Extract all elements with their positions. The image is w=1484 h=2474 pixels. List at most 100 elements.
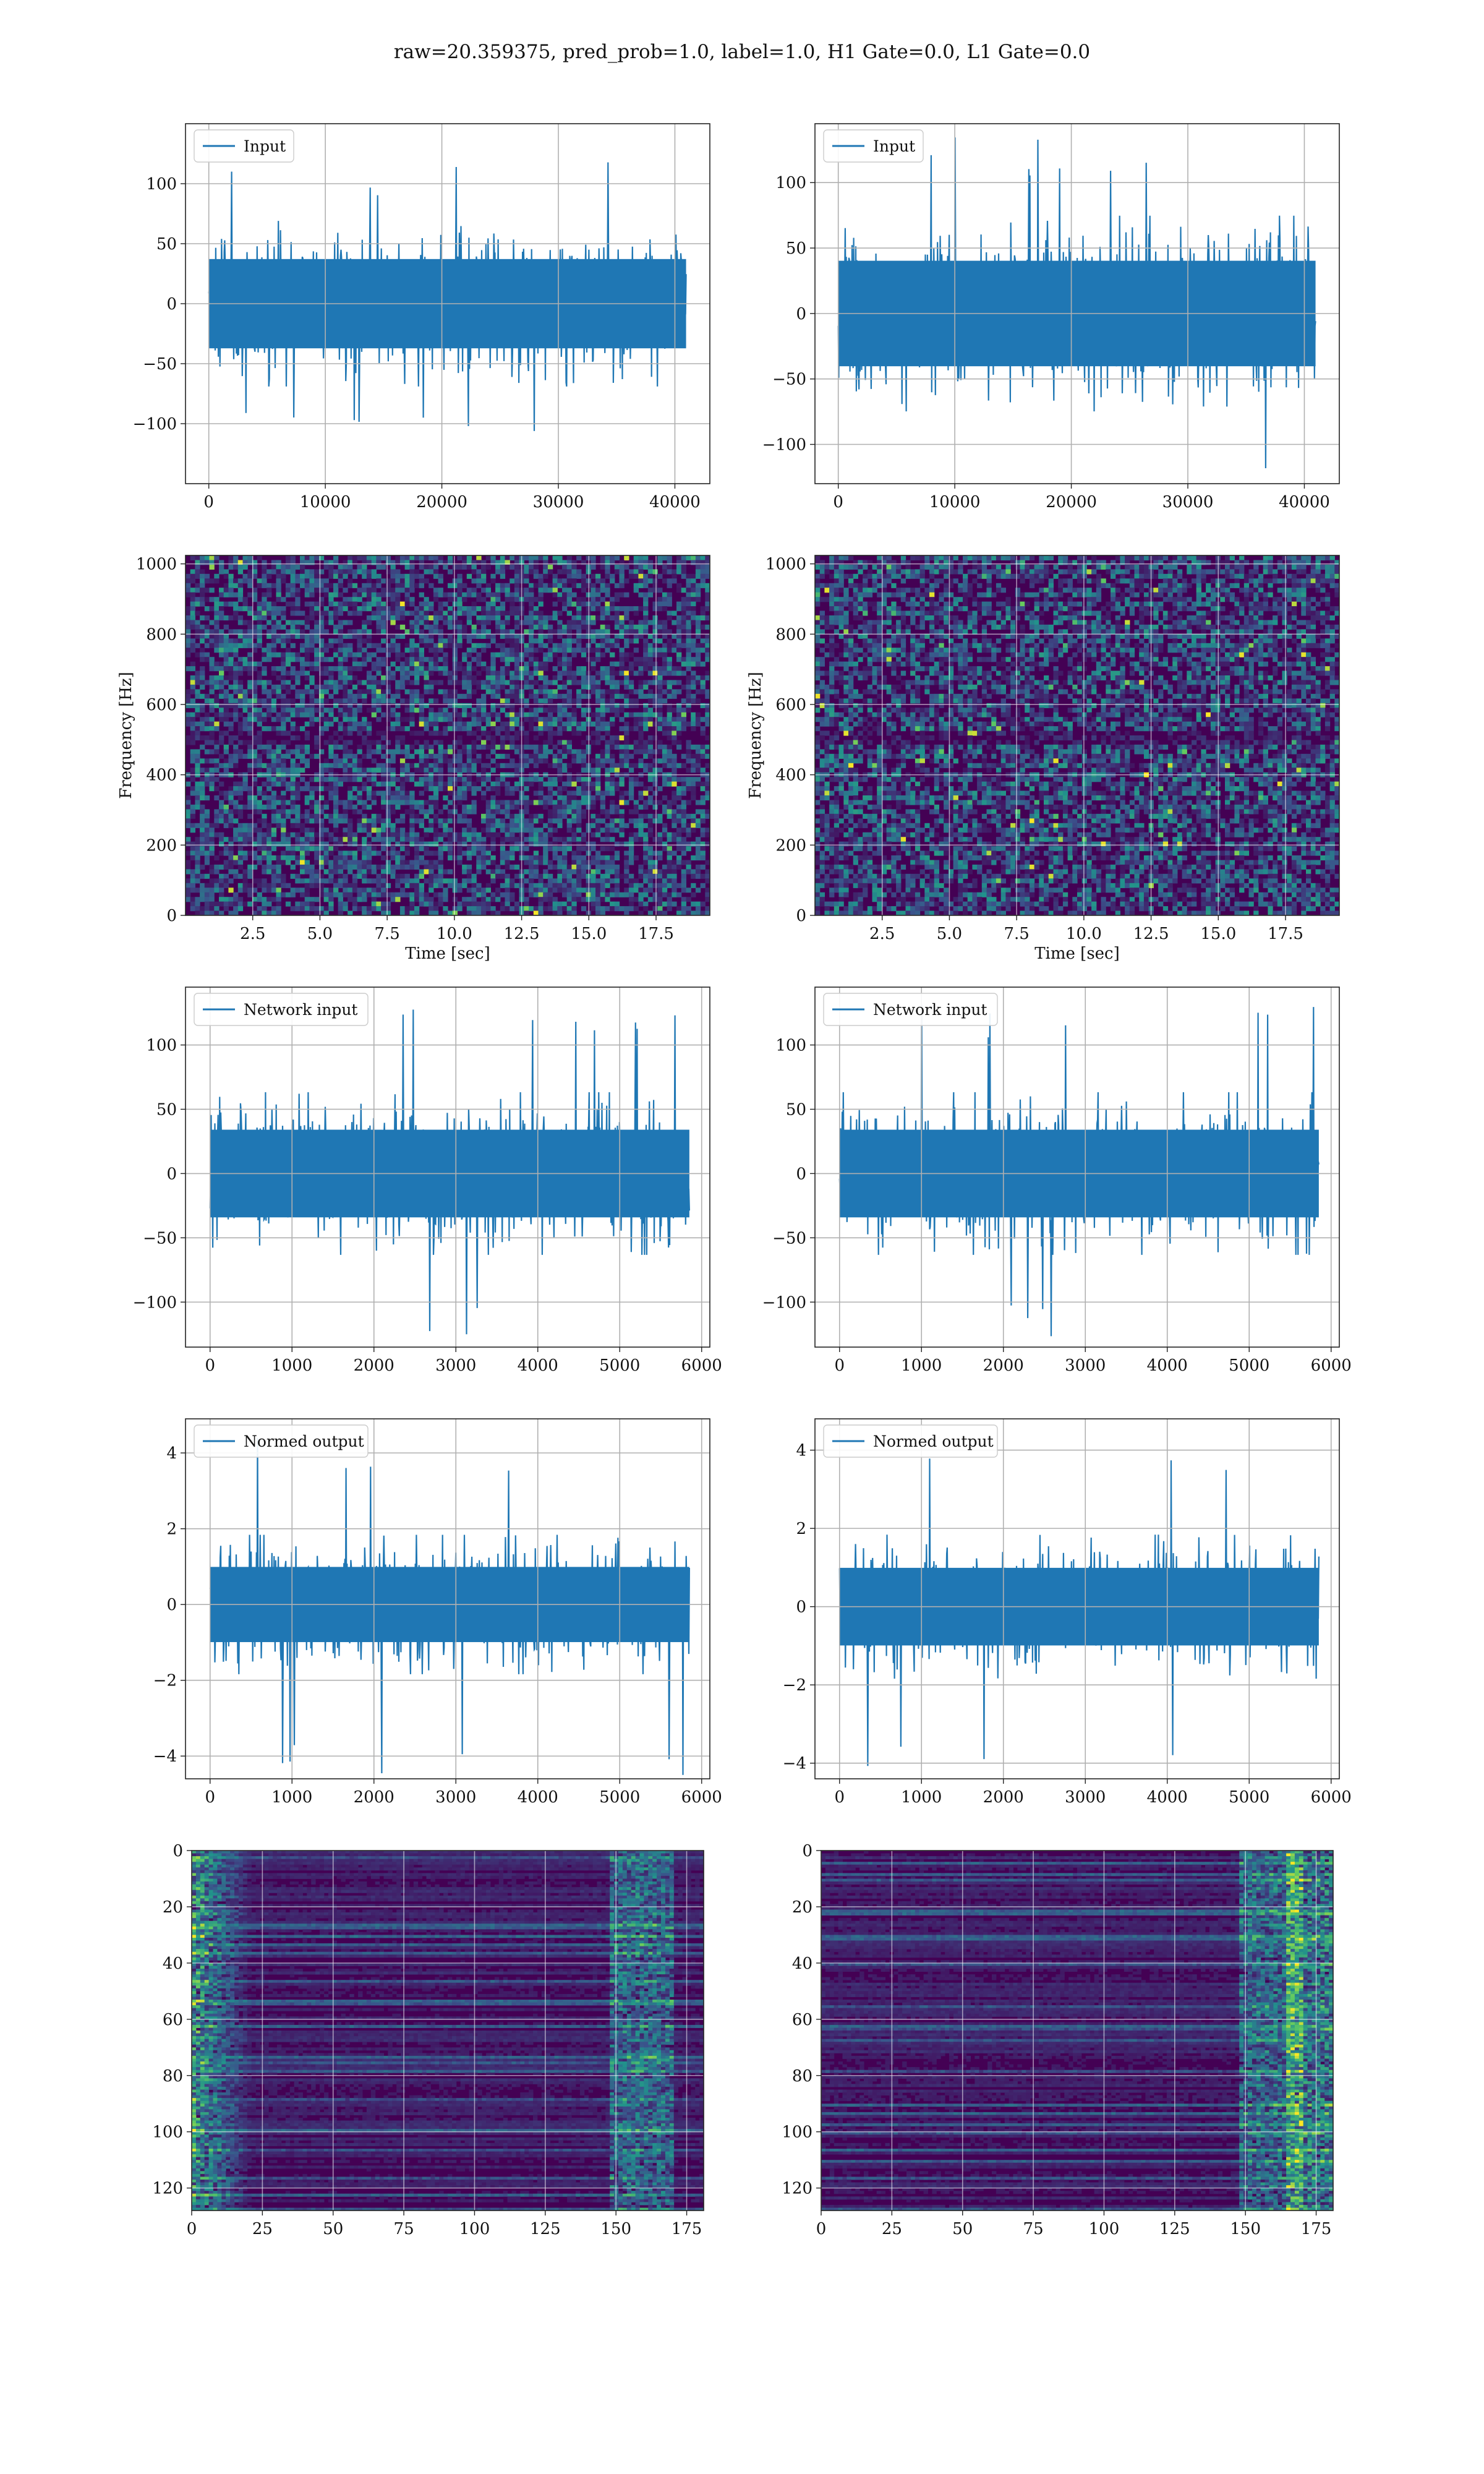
legend-label: Input bbox=[244, 137, 286, 155]
y-tick-label: −4 bbox=[153, 1747, 177, 1766]
x-tick-label: 25 bbox=[252, 2220, 273, 2238]
x-tick-label: 100 bbox=[459, 2220, 490, 2238]
y-tick-label: 2 bbox=[166, 1520, 177, 1539]
x-tick-label: 0 bbox=[187, 2220, 197, 2238]
chart-normed-output-h1: 0 1000 2000 3000 4000 5000 6000 4 2 0 −2 −4 Normed o… bbox=[153, 1418, 722, 1807]
y-axis-label: Frequency [Hz] bbox=[746, 672, 765, 799]
y-tick-label: −50 bbox=[143, 355, 177, 374]
legend: Input bbox=[194, 129, 294, 163]
x-tick-label: 30000 bbox=[1162, 493, 1214, 511]
y-tick-label: 0 bbox=[173, 1842, 183, 1860]
x-tick-label: 10000 bbox=[929, 493, 981, 511]
y-tick-label: 200 bbox=[146, 836, 177, 855]
x-tick-label: 0 bbox=[816, 2220, 827, 2238]
legend: Input bbox=[823, 129, 924, 163]
y-tick-label: 100 bbox=[146, 175, 177, 194]
x-tick-label: 1000 bbox=[901, 1356, 942, 1375]
legend-label: Normed output bbox=[873, 1432, 994, 1450]
x-tick-label: 125 bbox=[530, 2220, 561, 2238]
x-tick-label: 3000 bbox=[1065, 1356, 1106, 1375]
y-tick-label: −50 bbox=[772, 1229, 806, 1248]
x-tick-label: 0 bbox=[203, 493, 214, 511]
y-tick-label: −100 bbox=[762, 436, 806, 455]
x-tick-label: 3000 bbox=[435, 1788, 476, 1807]
grid-lines bbox=[186, 555, 710, 916]
plot-frame bbox=[191, 1850, 704, 2211]
y-tick-label: 0 bbox=[796, 1598, 806, 1617]
x-tick-label: 5000 bbox=[599, 1788, 640, 1807]
figure-title: raw=20.359375, pred_prob=1.0, label=1.0,… bbox=[0, 41, 1484, 63]
y-tick-label: 0 bbox=[802, 1842, 812, 1860]
x-tick-label: 12.5 bbox=[504, 925, 540, 943]
x-tick-label: 10000 bbox=[300, 493, 351, 511]
x-tick-label: 17.5 bbox=[1268, 925, 1303, 943]
legend-label: Input bbox=[873, 137, 915, 155]
x-tick-label: 75 bbox=[394, 2220, 414, 2238]
legend: Normed output bbox=[194, 1424, 369, 1458]
x-tick-label: 2000 bbox=[983, 1356, 1024, 1375]
y-tick-label: 0 bbox=[796, 907, 806, 925]
x-tick-label: 5000 bbox=[1229, 1788, 1269, 1807]
x-tick-label: 1000 bbox=[901, 1788, 942, 1807]
x-tick-label: 175 bbox=[672, 2220, 702, 2238]
x-tick-label: 0 bbox=[834, 1788, 845, 1807]
y-tick-label: 400 bbox=[146, 766, 177, 785]
y-tick-label: 60 bbox=[792, 2011, 812, 2029]
x-tick-label: 100 bbox=[1089, 2220, 1120, 2238]
y-tick-label: 400 bbox=[775, 766, 806, 785]
x-tick-label: 2.5 bbox=[240, 925, 265, 943]
x-tick-label: 4000 bbox=[1147, 1788, 1188, 1807]
x-tick-label: 125 bbox=[1159, 2220, 1190, 2238]
y-tick-label: 80 bbox=[792, 2067, 812, 2086]
x-tick-label: 5000 bbox=[1229, 1356, 1269, 1375]
plot-frame bbox=[185, 987, 710, 1348]
y-tick-label: 50 bbox=[156, 1100, 177, 1119]
grid-lines bbox=[186, 987, 710, 1347]
y-tick-label: −50 bbox=[772, 370, 806, 389]
x-tick-label: 6000 bbox=[681, 1356, 722, 1375]
y-tick-label: 1000 bbox=[765, 555, 806, 574]
y-tick-label: 0 bbox=[166, 295, 177, 314]
spectrogram-cells bbox=[186, 555, 710, 915]
plot-frame bbox=[821, 1850, 1334, 2211]
x-tick-label: 5.0 bbox=[937, 925, 962, 943]
y-tick-label: 1000 bbox=[136, 555, 177, 574]
y-tick-label: 4 bbox=[796, 1442, 806, 1460]
y-tick-label: −2 bbox=[783, 1676, 806, 1695]
x-tick-label: 0 bbox=[834, 1356, 845, 1375]
x-tick-label: 30000 bbox=[533, 493, 584, 511]
y-tick-label: 800 bbox=[146, 625, 177, 644]
x-tick-label: 15.0 bbox=[571, 925, 607, 943]
y-tick-label: −100 bbox=[133, 415, 177, 434]
y-tick-label: 100 bbox=[146, 1037, 177, 1055]
x-tick-label: 2000 bbox=[354, 1356, 394, 1375]
plot-frame bbox=[185, 555, 710, 916]
y-tick-label: 80 bbox=[163, 2067, 183, 2086]
y-tick-label: 50 bbox=[786, 239, 806, 258]
plot-frame bbox=[814, 555, 1340, 916]
chart-feature-map-l1: 0 25 50 75 100 125 150 175 0 20 40 60 80 100 120 bbox=[782, 1842, 1334, 2238]
x-tick-label: 2000 bbox=[354, 1788, 394, 1807]
y-tick-label: 0 bbox=[166, 1596, 177, 1614]
y-tick-label: 100 bbox=[775, 1037, 806, 1055]
x-tick-label: 40000 bbox=[1279, 493, 1330, 511]
spectrogram-cells bbox=[815, 555, 1339, 915]
chart-input-h1: 0 10000 20000 30000 40000 100 50 0 −50 −100 Input bbox=[133, 123, 710, 511]
y-tick-label: 50 bbox=[786, 1100, 806, 1119]
y-tick-label: 800 bbox=[775, 625, 806, 644]
y-tick-label: 0 bbox=[166, 907, 177, 925]
x-tick-label: 2.5 bbox=[869, 925, 895, 943]
plot-frame bbox=[814, 987, 1340, 1348]
grid-lines bbox=[186, 124, 710, 484]
x-tick-label: 3000 bbox=[1065, 1788, 1106, 1807]
y-tick-label: 600 bbox=[775, 696, 806, 714]
grid-lines bbox=[815, 124, 1339, 484]
x-tick-label: 2000 bbox=[983, 1788, 1024, 1807]
x-tick-label: 150 bbox=[600, 2220, 631, 2238]
legend-label: Network input bbox=[873, 1001, 987, 1019]
y-tick-label: 60 bbox=[163, 2011, 183, 2029]
x-tick-label: 0 bbox=[205, 1356, 215, 1375]
y-tick-label: 0 bbox=[796, 1165, 806, 1183]
x-tick-label: 1000 bbox=[271, 1356, 312, 1375]
y-tick-label: 0 bbox=[166, 1165, 177, 1183]
